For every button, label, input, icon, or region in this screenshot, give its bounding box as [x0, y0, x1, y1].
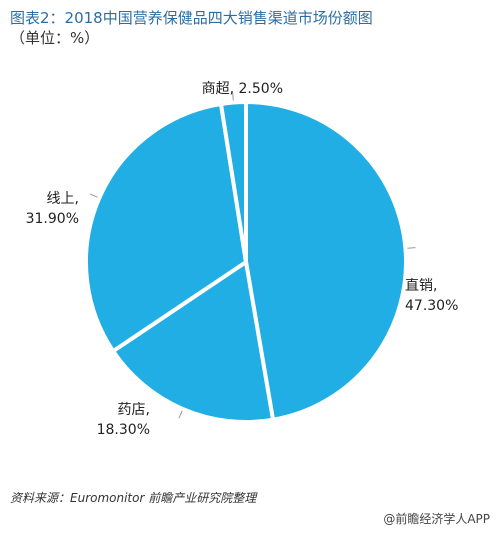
pie-label-1: 药店, 18.30%: [97, 402, 150, 438]
pie-slice-3: [218, 99, 248, 263]
pie-slice-0: [244, 99, 408, 423]
pie-leader-lines: [89, 92, 416, 419]
pie-leader-2: [89, 193, 98, 198]
chart-title: 图表2：2018中国营养保健品四大销售渠道市场份额图: [10, 9, 373, 27]
pie-label-2: 线上, 31.90%: [26, 191, 79, 227]
pie-slice-1: [110, 258, 276, 424]
pie-label-0: 直销, 47.30%: [405, 277, 458, 314]
source-note: 资料来源：Euromonitor 前瞻产业研究院整理: [10, 491, 257, 505]
brand-watermark: @前瞻经济学人APP: [383, 512, 490, 526]
pie-leader-3: [232, 92, 234, 101]
chart-subtitle: （单位：%）: [10, 29, 100, 47]
pie-leader-0: [407, 247, 416, 249]
pie-leader-1: [178, 410, 183, 419]
pie-label-3: 商超, 2.50%: [202, 81, 283, 97]
pie-slices: [84, 99, 408, 424]
pie-labels: 直销, 47.30% 药店, 18.30% 线上, 31.90% 商超, 2.50%: [26, 81, 459, 438]
pie-slice-2: [84, 101, 249, 354]
